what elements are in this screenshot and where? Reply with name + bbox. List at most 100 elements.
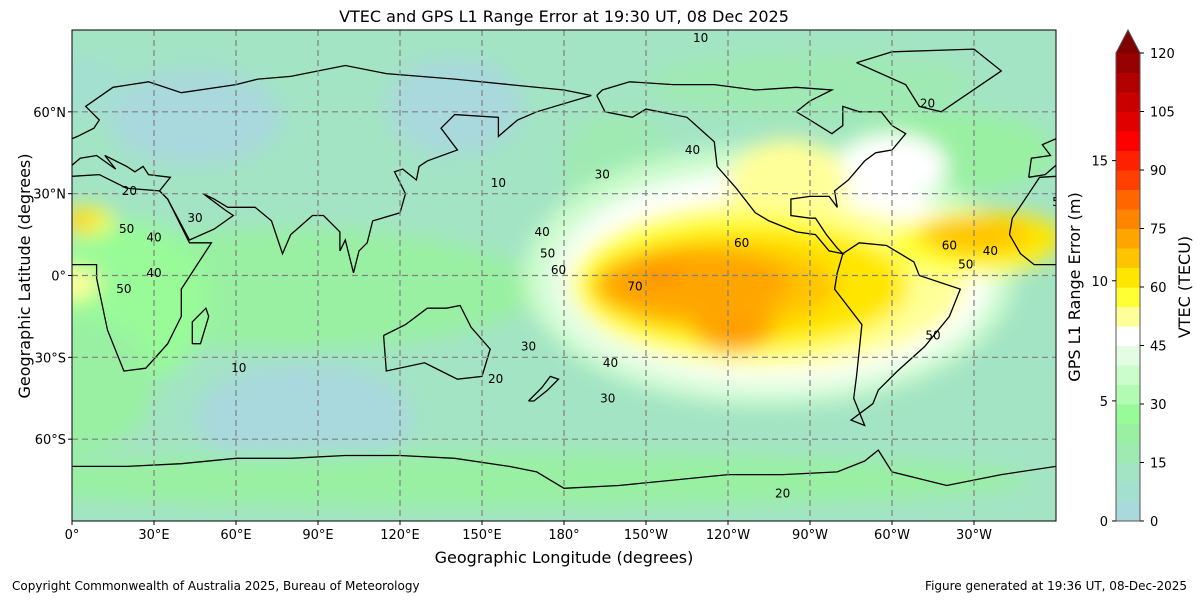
coastline-namerica xyxy=(596,81,907,255)
colorbar-segment xyxy=(1116,384,1140,405)
contour-label: 50 xyxy=(116,282,131,296)
x-tick-label: 120°E xyxy=(380,528,420,543)
contour-label: 40 xyxy=(146,230,161,244)
y-axis-label: Geographic Latitude (degrees) xyxy=(15,153,34,398)
colorbar-segment xyxy=(1116,365,1140,385)
colorbar-segment xyxy=(1116,326,1140,346)
colorbar-left-tick-label: 15 xyxy=(1091,155,1108,170)
colorbar-segment xyxy=(1116,287,1140,307)
contour-label: 10 xyxy=(491,176,506,190)
contour-label: 50 xyxy=(925,329,940,343)
colorbar-right-tick-label: 120 xyxy=(1150,47,1175,62)
colorbar-right-tick-label: 105 xyxy=(1150,106,1175,121)
colorbar-segment xyxy=(1116,228,1140,249)
generated-timestamp: Figure generated at 19:36 UT, 08-Dec-202… xyxy=(925,579,1187,593)
contour-label: 30 xyxy=(187,211,202,225)
x-tick-label: 60°W xyxy=(874,528,910,543)
colorbar-segment xyxy=(1116,189,1140,210)
coastline-australia xyxy=(382,304,491,380)
y-tick-label: 30°S xyxy=(35,351,66,366)
contour-label: 40 xyxy=(534,225,549,239)
contour-label: 40 xyxy=(983,244,998,258)
x-tick-label: 120°W xyxy=(706,528,750,543)
colorbar-segment xyxy=(1116,248,1140,268)
x-axis-label: Geographic Longitude (degrees) xyxy=(435,548,694,567)
colorbar-segment xyxy=(1116,72,1140,93)
y-tick-label: 60°S xyxy=(35,433,66,448)
vtec-region xyxy=(637,270,682,281)
contour-label: 60 xyxy=(734,236,749,250)
coastline-africa xyxy=(72,173,213,372)
contour-label: 20 xyxy=(488,372,503,386)
vtec-region xyxy=(195,362,414,472)
vtec-region xyxy=(386,57,523,156)
chart-title: VTEC and GPS L1 Range Error at 19:30 UT,… xyxy=(339,7,789,26)
vtec-region xyxy=(692,297,775,352)
y-axis-ticks: 60°N 30°N 0° 30°S 60°S xyxy=(33,106,72,448)
contour-label: 50 xyxy=(540,247,555,261)
contour-label: 60 xyxy=(942,238,957,252)
coastline-antarctica xyxy=(72,449,1056,489)
colorbar-segment xyxy=(1116,209,1140,229)
colorbar-segment xyxy=(1116,170,1140,190)
copyright-text: Copyright Commonwealth of Australia 2025… xyxy=(12,579,420,593)
x-tick-label: 150°W xyxy=(624,528,668,543)
colorbar-right-tick-label: 30 xyxy=(1150,398,1167,413)
x-tick-label: 0° xyxy=(65,528,80,543)
y-tick-label: 60°N xyxy=(33,106,66,121)
y-tick-label: 30°N xyxy=(33,188,66,203)
contour-label: 50 xyxy=(119,222,134,236)
contour-label: 60 xyxy=(551,263,566,277)
vtec-region xyxy=(107,68,283,167)
coastline-samerica xyxy=(833,242,962,427)
coastline-nz xyxy=(528,375,560,402)
contour-label: 30 xyxy=(595,168,610,182)
x-tick-label: 60°E xyxy=(220,528,251,543)
contour-label: 50 xyxy=(958,258,973,272)
vtec-region xyxy=(72,51,127,118)
contour-label: 5 xyxy=(1052,195,1060,209)
colorbar-segment xyxy=(1116,443,1140,463)
colorbar: 0 15 30 45 60 75 90 105 120 0 5 10 15 xyxy=(1091,28,1175,530)
contour-label: 70 xyxy=(627,279,642,293)
colorbar-segment xyxy=(1116,423,1140,444)
colorbar-segment xyxy=(1116,404,1140,424)
coastline-greenland xyxy=(856,48,1003,113)
colorbar-segment xyxy=(1116,462,1140,483)
colorbar-extend-arrow xyxy=(1116,30,1140,53)
vtec-region xyxy=(72,316,154,453)
colorbar-segment xyxy=(1116,53,1140,73)
colorbar-segment xyxy=(1116,306,1140,327)
colorbar-left-tick-label: 0 xyxy=(1100,515,1108,530)
x-tick-label: 30°W xyxy=(956,528,992,543)
contour-label: 30 xyxy=(521,339,536,353)
colorbar-segment xyxy=(1116,482,1140,502)
colorbar-left-label: GPS L1 Range Error (m) xyxy=(1065,192,1084,381)
colorbar-right-label: VTEC (TECU) xyxy=(1175,236,1194,338)
colorbar-right-tick-label: 75 xyxy=(1150,223,1167,238)
x-tick-label: 90°E xyxy=(302,528,333,543)
contour-label: 20 xyxy=(920,97,935,111)
colorbar-segment xyxy=(1116,111,1140,132)
colorbar-left-tick-label: 10 xyxy=(1091,275,1108,290)
x-tick-label: 30°E xyxy=(138,528,169,543)
x-tick-label: 150°E xyxy=(462,528,502,543)
colorbar-segment xyxy=(1116,150,1140,171)
x-tick-label: 180° xyxy=(548,528,579,543)
contour-label: 10 xyxy=(693,31,708,45)
colorbar-segment xyxy=(1116,131,1140,151)
colorbar-outline xyxy=(1115,28,1141,522)
coastline-africa xyxy=(1008,175,1056,266)
colorbar-segment xyxy=(1116,345,1140,366)
colorbar-right-tick-label: 90 xyxy=(1150,164,1167,179)
x-tick-label: 90°W xyxy=(792,528,828,543)
colorbar-right-tick-label: 45 xyxy=(1150,340,1167,355)
contour-label: 20 xyxy=(775,487,790,501)
y-tick-label: 0° xyxy=(51,270,66,285)
colorbar-right-tick-label: 15 xyxy=(1150,457,1167,472)
x-axis-ticks: 0° 30°E 60°E 90°E 120°E 150°E 180° 150°W 120°W 90… xyxy=(65,521,992,543)
colorbar-segment xyxy=(1116,501,1140,522)
